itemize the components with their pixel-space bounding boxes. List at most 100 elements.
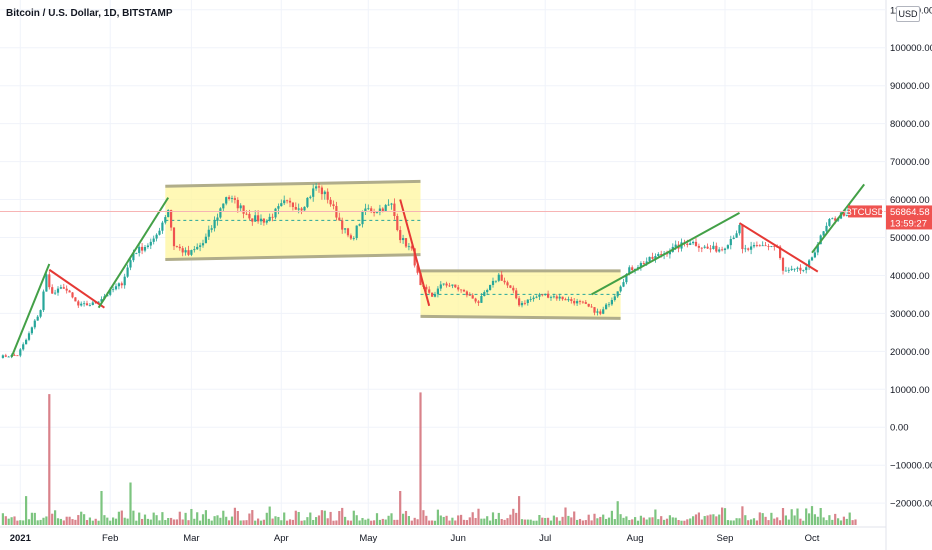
- candle-body: [764, 245, 767, 247]
- volume-bar: [120, 510, 123, 525]
- volume-bar: [199, 520, 202, 525]
- volume-bar: [834, 513, 837, 525]
- currency-badge[interactable]: USD: [896, 6, 920, 22]
- candle-body: [822, 231, 825, 236]
- candle-body: [512, 287, 515, 291]
- candle-body: [129, 260, 132, 268]
- candle-body: [457, 287, 460, 290]
- volume-bar: [692, 516, 695, 525]
- volume-bar: [152, 512, 155, 525]
- volume-bar: [364, 519, 367, 525]
- candle-body: [567, 299, 570, 301]
- candle-body: [381, 208, 384, 212]
- candle-body: [233, 198, 236, 200]
- volume-bar: [335, 520, 338, 525]
- price-tag-value: 56864.58: [890, 207, 930, 218]
- volume-bar: [294, 510, 297, 525]
- volume-bar: [474, 517, 477, 525]
- volume-bar: [718, 514, 721, 525]
- zone-lower-bottom-edge: [420, 314, 621, 320]
- candle-body: [506, 282, 509, 286]
- volume-bar: [628, 519, 631, 525]
- volume-bar: [677, 520, 680, 525]
- candle-body: [799, 267, 802, 271]
- volume-bar: [744, 515, 747, 525]
- volume-bar: [787, 519, 790, 525]
- candle-body: [648, 256, 651, 262]
- candle-body: [167, 210, 170, 218]
- candle-body: [62, 287, 65, 289]
- candle-body: [117, 283, 120, 287]
- candle-body: [541, 294, 544, 296]
- volume-bar: [842, 516, 845, 525]
- volume-bar: [22, 520, 25, 525]
- volume-bar: [233, 507, 236, 525]
- candle-body: [642, 263, 645, 265]
- volume-bar: [132, 510, 135, 525]
- volume-bar: [16, 520, 19, 525]
- candle-body: [39, 310, 42, 317]
- volume-bar: [97, 520, 100, 525]
- volume-bar: [622, 517, 625, 525]
- candle-body: [723, 248, 727, 251]
- volume-bar: [607, 517, 611, 525]
- candle-body: [7, 356, 10, 358]
- candle-body: [36, 316, 39, 321]
- volume-bar: [30, 512, 33, 525]
- candle-body: [593, 307, 596, 313]
- volume-bar: [56, 518, 60, 525]
- candle-body: [439, 284, 442, 289]
- volume-bar: [564, 507, 567, 525]
- candle-body: [213, 220, 216, 229]
- candle-body: [744, 248, 747, 250]
- volume-bar: [126, 518, 129, 525]
- volume-bar: [683, 520, 686, 525]
- time-axis[interactable]: 2021 Feb Mar Apr May Jun Jul Aug Sep Oct: [10, 533, 820, 544]
- volume-bar: [207, 518, 210, 525]
- candle-body: [442, 283, 445, 285]
- candle-body: [100, 299, 103, 302]
- volume-bar: [706, 515, 709, 525]
- volume-bar: [33, 512, 36, 525]
- candle-body: [494, 280, 497, 282]
- candle-body: [155, 234, 158, 239]
- volume-bar: [619, 514, 622, 525]
- volume-bar: [442, 516, 445, 525]
- candle-body: [317, 186, 321, 188]
- volume-bar: [172, 519, 176, 525]
- candle-body: [767, 246, 770, 247]
- zone-upper-bottom-edge: [165, 253, 421, 262]
- volume-bar: [300, 520, 303, 525]
- volume-bar: [770, 512, 773, 525]
- candle-body: [251, 218, 254, 222]
- candle-body: [518, 298, 521, 306]
- candle-body: [474, 298, 477, 302]
- candle-body: [747, 248, 750, 250]
- volume-bar: [431, 520, 434, 525]
- candle-body: [146, 245, 149, 248]
- candle-body: [387, 204, 390, 206]
- candle-body: [808, 260, 811, 268]
- volume-bar: [187, 520, 190, 525]
- price-axis[interactable]: 110000.00100000.0090000.0080000.0070000.…: [890, 5, 932, 509]
- volume-bar: [161, 512, 164, 525]
- volume-bar: [599, 516, 602, 525]
- candle-body: [547, 293, 550, 298]
- candle-body: [706, 246, 709, 249]
- candle-body: [259, 218, 263, 222]
- volume-bar: [518, 496, 521, 525]
- candle-body: [294, 206, 297, 210]
- volume-bar: [259, 520, 263, 525]
- candle-body: [201, 243, 205, 246]
- volume-bar: [680, 520, 683, 525]
- volume-bar: [645, 519, 648, 525]
- candle-body: [97, 301, 100, 303]
- volume-bar: [51, 513, 54, 525]
- volume-bar: [361, 517, 364, 525]
- candle-body: [187, 250, 190, 255]
- candle-body: [352, 238, 355, 239]
- volume-bar: [344, 516, 347, 525]
- volume-bar: [561, 516, 564, 525]
- candle-body: [42, 291, 45, 311]
